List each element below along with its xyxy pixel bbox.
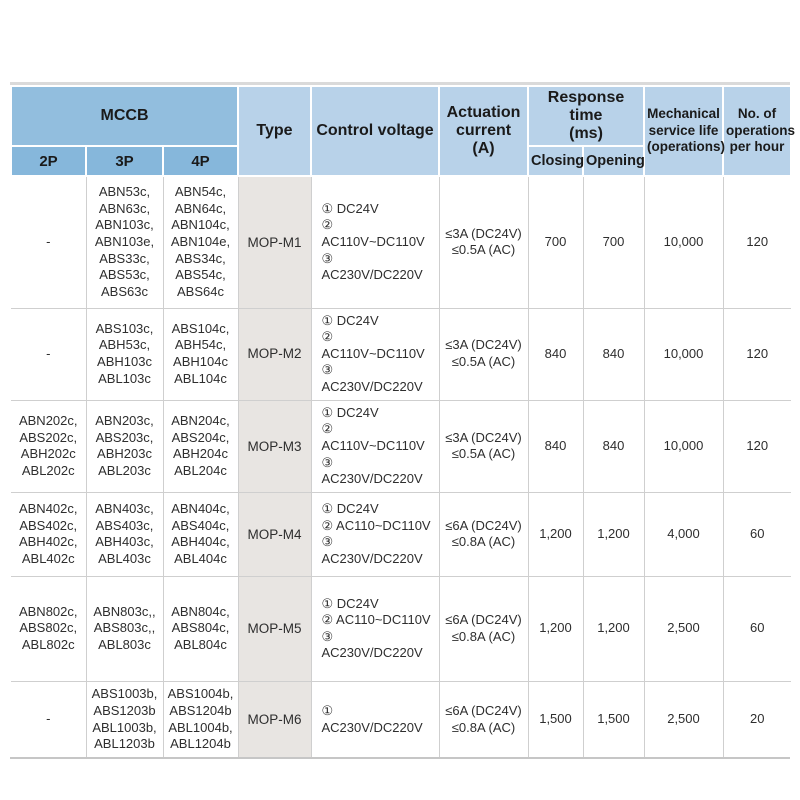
cell-actuation-current: ≤3A (DC24V) ≤0.5A (AC) xyxy=(438,307,529,401)
cell-ops-per-hour: 120 xyxy=(722,399,791,493)
cell-actuation-current: ≤6A (DC24V) ≤0.8A (AC) xyxy=(438,575,529,682)
cell-2p: ABN802c, ABS802c, ABL802c xyxy=(11,575,87,682)
cell-3p: ABN403c, ABS403c, ABH403c, ABL403c xyxy=(85,491,164,577)
cell-service-life: 10,000 xyxy=(643,175,724,309)
header-control-voltage: Control voltage xyxy=(310,85,440,177)
table-body: - ABN53c, ABN63c, ABN103c, ABN103e, ABS3… xyxy=(11,175,791,758)
cell-3p: ABN53c, ABN63c, ABN103c, ABN103e, ABS33c… xyxy=(85,175,164,309)
cell-service-life: 10,000 xyxy=(643,399,724,493)
cell-opening: 1,200 xyxy=(582,491,645,577)
cell-3p: ABS103c, ABH53c, ABH103c ABL103c xyxy=(85,307,164,401)
cell-4p: ABS104c, ABH54c, ABH104c ABL104c xyxy=(162,307,239,401)
cell-opening: 1,500 xyxy=(582,680,645,758)
cell-2p: - xyxy=(11,175,87,309)
cell-4p: ABN404c, ABS404c, ABH404c, ABL404c xyxy=(162,491,239,577)
cell-3p: ABN803c,, ABS803c,, ABL803c xyxy=(85,575,164,682)
cell-4p: ABN804c, ABS804c, ABL804c xyxy=(162,575,239,682)
cell-3p: ABN203c, ABS203c, ABH203c ABL203c xyxy=(85,399,164,493)
cell-2p: - xyxy=(11,307,87,401)
cell-opening: 700 xyxy=(582,175,645,309)
cell-control-voltage: ① DC24V ② AC110~DC110V ③ AC230V/DC220V xyxy=(310,575,440,682)
cell-actuation-current: ≤6A (DC24V) ≤0.8A (AC) xyxy=(438,491,529,577)
header-opening: Opening xyxy=(582,145,645,177)
cell-4p: ABS1004b, ABS1204b ABL1004b, ABL1204b xyxy=(162,680,239,758)
header-2p: 2P xyxy=(10,145,87,177)
cell-closing: 840 xyxy=(527,307,584,401)
cell-ops-per-hour: 20 xyxy=(722,680,791,758)
cell-type: MOP-M1 xyxy=(237,175,312,309)
cell-ops-per-hour: 60 xyxy=(722,575,791,682)
cell-actuation-current: ≤3A (DC24V) ≤0.5A (AC) xyxy=(438,399,529,493)
header-closing: Closing xyxy=(527,145,584,177)
cell-actuation-current: ≤3A (DC24V) ≤0.5A (AC) xyxy=(438,175,529,309)
header-type: Type xyxy=(237,85,312,177)
table-row: - ABS1003b, ABS1203b ABL1003b, ABL1203b … xyxy=(11,680,791,758)
mccb-spec-table: MCCB Type Control voltage Actuation curr… xyxy=(10,85,795,758)
cell-opening: 1,200 xyxy=(582,575,645,682)
cell-4p: ABN54c, ABN64c, ABN104c, ABN104e, ABS34c… xyxy=(162,175,239,309)
cell-2p: - xyxy=(11,680,87,758)
cell-control-voltage: ① DC24V ② AC110~DC110V ③ AC230V/DC220V xyxy=(310,491,440,577)
cell-service-life: 4,000 xyxy=(643,491,724,577)
cell-opening: 840 xyxy=(582,307,645,401)
cell-ops-per-hour: 120 xyxy=(722,175,791,309)
cell-control-voltage: ① DC24V ② AC110V~DC110V ③ AC230V/DC220V xyxy=(310,175,440,309)
cell-opening: 840 xyxy=(582,399,645,493)
cell-closing: 1,200 xyxy=(527,575,584,682)
cell-actuation-current: ≤6A (DC24V) ≤0.8A (AC) xyxy=(438,680,529,758)
cell-closing: 840 xyxy=(527,399,584,493)
cell-type: MOP-M5 xyxy=(237,575,312,682)
header-actuation-current: Actuation current (A) xyxy=(438,85,529,177)
cell-service-life: 10,000 xyxy=(643,307,724,401)
table-row: - ABN53c, ABN63c, ABN103c, ABN103e, ABS3… xyxy=(11,175,791,309)
cell-2p: ABN402c, ABS402c, ABH402c, ABL402c xyxy=(11,491,87,577)
cell-closing: 1,500 xyxy=(527,680,584,758)
cell-type: MOP-M4 xyxy=(237,491,312,577)
table-row: ABN202c, ABS202c, ABH202c ABL202c ABN203… xyxy=(11,399,791,493)
cell-type: MOP-M2 xyxy=(237,307,312,401)
cell-control-voltage: ① DC24V ② AC110V~DC110V ③ AC230V/DC220V xyxy=(310,307,440,401)
header-row-2: 2P 3P 4P Closing Opening xyxy=(10,145,791,177)
header-4p: 4P xyxy=(162,145,239,177)
cell-3p: ABS1003b, ABS1203b ABL1003b, ABL1203b xyxy=(85,680,164,758)
header-3p: 3P xyxy=(85,145,164,177)
header-service-life: Mechanical service life (operations) xyxy=(643,85,725,177)
cell-type: MOP-M6 xyxy=(237,680,312,758)
cell-control-voltage: ① DC24V ② AC110V~DC110V ③ AC230V/DC220V xyxy=(310,399,440,493)
header-mccb: MCCB xyxy=(10,85,239,147)
cell-service-life: 2,500 xyxy=(643,575,724,682)
spec-table-wrap: MCCB Type Control voltage Actuation curr… xyxy=(10,82,795,760)
header-response-time: Response time (ms) xyxy=(527,85,645,147)
header-row-1: MCCB Type Control voltage Actuation curr… xyxy=(10,85,795,177)
cell-2p: ABN202c, ABS202c, ABH202c ABL202c xyxy=(11,399,87,493)
cell-closing: 1,200 xyxy=(527,491,584,577)
cell-ops-per-hour: 120 xyxy=(722,307,791,401)
table-row: ABN402c, ABS402c, ABH402c, ABL402c ABN40… xyxy=(11,491,791,577)
cell-service-life: 2,500 xyxy=(643,680,724,758)
cell-control-voltage: ① AC230V/DC220V xyxy=(310,680,440,758)
table-header: MCCB Type Control voltage Actuation curr… xyxy=(10,85,795,177)
table-row: - ABS103c, ABH53c, ABH103c ABL103c ABS10… xyxy=(11,307,791,401)
cell-closing: 700 xyxy=(527,175,584,309)
header-ops-per-hour: No. of operations per hour xyxy=(722,85,795,177)
cell-type: MOP-M3 xyxy=(237,399,312,493)
table-row: ABN802c, ABS802c, ABL802c ABN803c,, ABS8… xyxy=(11,575,791,682)
cell-4p: ABN204c, ABS204c, ABH204c ABL204c xyxy=(162,399,239,493)
cell-ops-per-hour: 60 xyxy=(722,491,791,577)
